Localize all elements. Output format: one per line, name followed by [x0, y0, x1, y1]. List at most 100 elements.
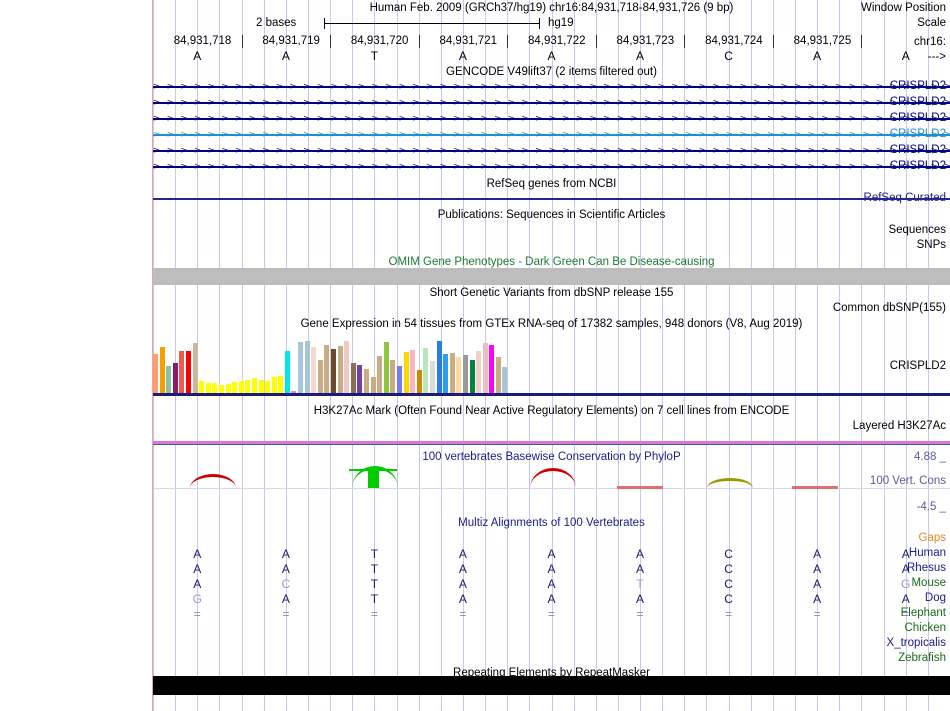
gtex-tissue-bar[interactable] [482, 342, 488, 393]
gencode-transcript-row[interactable]: >>>>>>>>>>>>>>>>>>>>>>>>>>>>>>>>>>>>>>>>… [153, 97, 950, 109]
multiz-species-label[interactable]: Dog [924, 592, 946, 604]
gtex-tissue-bar[interactable] [258, 380, 264, 393]
gtex-tissue-bar[interactable] [251, 378, 257, 393]
gtex-tissue-bar[interactable] [357, 365, 363, 393]
multiz-species-label[interactable]: Rhesus [907, 562, 946, 574]
gtex-tissue-bar[interactable] [284, 350, 290, 393]
h3k27ac-track-title[interactable]: H3K27Ac Mark (Often Found Near Active Re… [313, 405, 790, 417]
gencode-transcript-row[interactable]: >>>>>>>>>>>>>>>>>>>>>>>>>>>>>>>>>>>>>>>>… [153, 145, 950, 157]
conservation-peak[interactable] [792, 486, 838, 489]
gtex-tissue-bar[interactable] [225, 384, 231, 393]
gtex-tissue-bar[interactable] [166, 365, 172, 393]
gtex-tissue-bar[interactable] [410, 349, 416, 393]
gtex-tissue-bar[interactable] [232, 381, 238, 393]
multiz-species-label[interactable]: Mouse [911, 577, 946, 589]
gtex-tissue-bar[interactable] [218, 385, 224, 393]
gencode-transcript-row[interactable]: >>>>>>>>>>>>>>>>>>>>>>>>>>>>>>>>>>>>>>>>… [153, 161, 950, 173]
gtex-tissue-bar[interactable] [311, 346, 317, 393]
gtex-bar-chart[interactable] [153, 338, 950, 396]
gtex-tissue-bar[interactable] [383, 341, 389, 393]
conservation-peak[interactable] [530, 468, 576, 488]
gtex-tissue-bar[interactable] [179, 350, 185, 393]
gtex-tissue-bar[interactable] [317, 359, 323, 393]
gtex-tissue-bar[interactable] [291, 390, 297, 393]
refseq-feature-bar[interactable] [153, 198, 950, 200]
gtex-tissue-bar[interactable] [159, 346, 165, 393]
gtex-gene-label[interactable]: CRISPLD2 [889, 360, 946, 372]
gencode-transcript-row[interactable]: >>>>>>>>>>>>>>>>>>>>>>>>>>>>>>>>>>>>>>>>… [153, 81, 950, 93]
conservation-peak[interactable] [617, 486, 663, 489]
gtex-tissue-bar[interactable] [489, 344, 495, 393]
conservation-peak[interactable] [190, 474, 236, 488]
omim-feature-bar[interactable] [153, 268, 950, 285]
gtex-tissue-bar[interactable] [502, 367, 508, 393]
common-dbsnp-label[interactable]: Common dbSNP(155) [832, 302, 946, 314]
gtex-tissue-bar[interactable] [429, 360, 435, 393]
multiz-alignment-row[interactable]: = = = = = = = = = [153, 607, 950, 622]
gencode-transcript-label[interactable]: CRISPLD2 [889, 144, 946, 156]
gtex-tissue-bar[interactable] [462, 354, 468, 393]
gtex-tissue-bar[interactable] [238, 381, 244, 393]
gtex-tissue-bar[interactable] [423, 347, 429, 393]
gencode-track-title[interactable]: GENCODE V49lift37 (2 items filtered out) [446, 66, 657, 78]
conservation-peak[interactable] [707, 478, 753, 488]
gtex-tissue-bar[interactable] [396, 366, 402, 393]
gtex-tissue-bar[interactable] [304, 341, 310, 393]
gtex-tissue-bar[interactable] [443, 354, 449, 393]
gtex-tissue-bar[interactable] [199, 381, 205, 393]
gtex-tissue-bar[interactable] [265, 380, 271, 393]
gtex-tissue-bar[interactable] [278, 376, 284, 393]
multiz-species-label[interactable]: Chicken [904, 622, 946, 634]
conservation-plot[interactable] [153, 455, 950, 517]
gtex-tissue-bar[interactable] [271, 377, 277, 393]
coordinate-ruler[interactable]: 84,931,718 84,931,719 84,931,720 84,931,721… [153, 34, 950, 50]
conservation-peak-green-block[interactable] [368, 469, 379, 488]
repeatmasker-feature-bar[interactable] [153, 676, 950, 695]
multiz-track-title[interactable]: Multiz Alignments of 100 Vertebrates [458, 517, 645, 529]
gtex-tissue-bar[interactable] [416, 370, 422, 393]
conservation-peak[interactable] [352, 466, 398, 488]
gtex-tissue-bar[interactable] [495, 357, 501, 393]
gtex-track-title[interactable]: Gene Expression in 54 tissues from GTEx … [300, 318, 803, 330]
multiz-species-label[interactable]: Zebrafish [898, 652, 946, 664]
refseq-track-title[interactable]: RefSeq genes from NCBI [486, 178, 617, 190]
gtex-tissue-bar[interactable] [337, 346, 343, 393]
gtex-tissue-bar[interactable] [298, 342, 304, 393]
gtex-tissue-bar[interactable] [364, 368, 369, 393]
gtex-tissue-bar[interactable] [469, 360, 475, 393]
gencode-transcript-label[interactable]: CRISPLD2 [889, 160, 946, 172]
gencode-transcript-label[interactable]: CRISPLD2 [889, 128, 946, 140]
gtex-tissue-bar[interactable] [436, 341, 442, 393]
gtex-tissue-bar[interactable] [403, 352, 409, 393]
conservation-track-title[interactable]: 100 vertebrates Basewise Conservation by… [422, 451, 681, 463]
gtex-tissue-bar[interactable] [350, 363, 356, 393]
gencode-transcript-row[interactable]: >>>>>>>>>>>>>>>>>>>>>>>>>>>>>>>>>>>>>>>>… [153, 129, 950, 141]
omim-track-title[interactable]: OMIM Gene Phenotypes - Dark Green Can Be… [388, 256, 715, 268]
gtex-tissue-bar[interactable] [324, 345, 330, 393]
gtex-tissue-bar[interactable] [185, 350, 191, 393]
gtex-tissue-bar[interactable] [172, 363, 178, 393]
gtex-tissue-bar[interactable] [192, 343, 198, 393]
gtex-tissue-bar[interactable] [205, 382, 211, 393]
sequences-label[interactable]: Sequences [888, 224, 946, 236]
publications-track-title[interactable]: Publications: Sequences in Scientific Ar… [437, 209, 666, 221]
gtex-tissue-bar[interactable] [390, 360, 396, 393]
multiz-species-label[interactable]: Elephant [900, 607, 946, 619]
gencode-transcript-row[interactable]: >>>>>>>>>>>>>>>>>>>>>>>>>>>>>>>>>>>>>>>>… [153, 113, 950, 125]
multiz-species-label[interactable]: X_tropicalis [886, 637, 946, 649]
gtex-tissue-bar[interactable] [344, 341, 350, 393]
snps-label[interactable]: SNPs [916, 239, 946, 251]
gtex-tissue-bar[interactable] [449, 353, 455, 393]
gtex-tissue-bar[interactable] [476, 350, 482, 393]
gtex-tissue-bar[interactable] [212, 383, 218, 393]
gencode-transcript-label[interactable]: CRISPLD2 [889, 112, 946, 124]
gtex-tissue-bar[interactable] [370, 376, 376, 393]
multiz-species-label[interactable]: Gaps [918, 532, 947, 544]
gtex-tissue-bar[interactable] [331, 349, 337, 393]
layered-h3k27ac-label[interactable]: Layered H3K27Ac [852, 420, 946, 432]
conservation-label[interactable]: 100 Vert. Cons [869, 475, 946, 487]
